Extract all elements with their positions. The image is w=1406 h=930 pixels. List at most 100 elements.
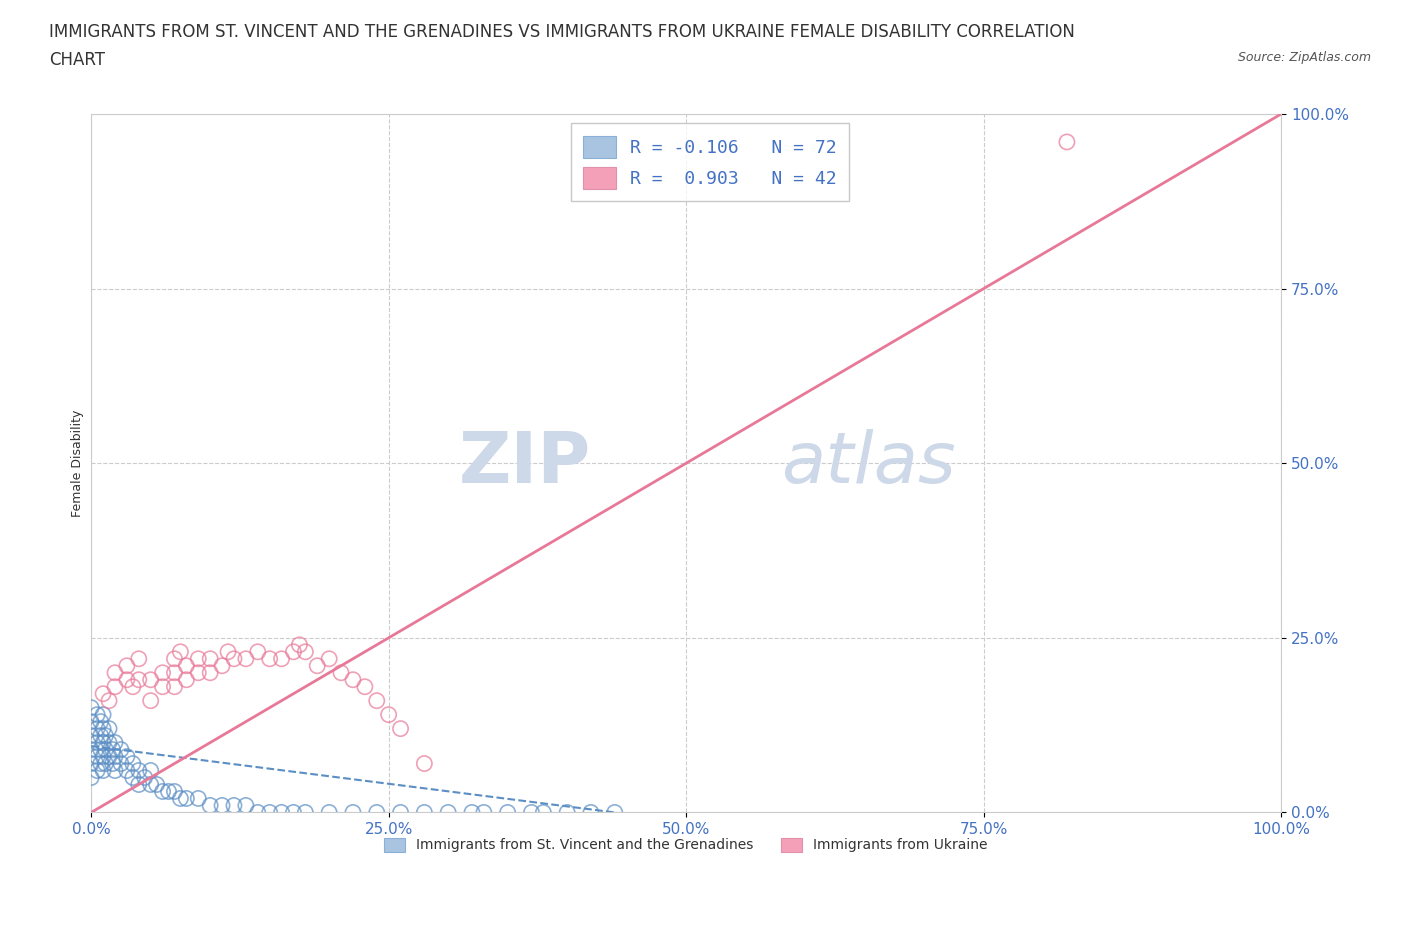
Point xyxy=(152,784,174,799)
Point xyxy=(354,679,377,694)
Point xyxy=(235,651,257,666)
Point xyxy=(283,644,305,659)
Point xyxy=(270,651,292,666)
Y-axis label: Female Disability: Female Disability xyxy=(72,409,84,517)
Point xyxy=(91,735,114,750)
Point xyxy=(211,798,233,813)
Point xyxy=(86,764,108,778)
Point xyxy=(145,777,167,792)
Text: atlas: atlas xyxy=(782,429,956,498)
Point xyxy=(163,679,186,694)
Point xyxy=(152,679,174,694)
Point xyxy=(80,742,103,757)
Point xyxy=(389,721,412,736)
Point xyxy=(91,764,114,778)
Point xyxy=(579,805,602,820)
Point xyxy=(94,756,117,771)
Point xyxy=(176,791,198,806)
Point xyxy=(246,644,269,659)
Point xyxy=(134,770,156,785)
Point xyxy=(169,791,191,806)
Point xyxy=(91,721,114,736)
Point xyxy=(104,679,127,694)
Point xyxy=(110,742,132,757)
Point xyxy=(90,728,112,743)
Point xyxy=(176,672,198,687)
Point xyxy=(555,805,578,820)
Point xyxy=(94,742,117,757)
Point xyxy=(259,651,281,666)
Point xyxy=(121,679,143,694)
Point xyxy=(413,756,436,771)
Point xyxy=(246,805,269,820)
Point xyxy=(90,714,112,729)
Point xyxy=(90,756,112,771)
Point xyxy=(217,644,239,659)
Point xyxy=(80,714,103,729)
Point xyxy=(121,770,143,785)
Point xyxy=(461,805,484,820)
Point xyxy=(80,770,103,785)
Point xyxy=(104,750,127,764)
Legend: Immigrants from St. Vincent and the Grenadines, Immigrants from Ukraine: Immigrants from St. Vincent and the Gren… xyxy=(378,832,994,857)
Point xyxy=(98,721,121,736)
Point xyxy=(139,672,162,687)
Point xyxy=(413,805,436,820)
Point xyxy=(98,693,121,708)
Point xyxy=(520,805,543,820)
Point xyxy=(259,805,281,820)
Point xyxy=(104,665,127,680)
Point xyxy=(115,750,138,764)
Point xyxy=(86,721,108,736)
Point xyxy=(342,672,364,687)
Point xyxy=(603,805,626,820)
Point xyxy=(157,784,180,799)
Point xyxy=(437,805,460,820)
Point xyxy=(80,700,103,715)
Point xyxy=(176,658,198,673)
Point xyxy=(294,805,316,820)
Point xyxy=(294,644,316,659)
Point xyxy=(187,651,209,666)
Point xyxy=(128,672,150,687)
Point xyxy=(110,756,132,771)
Point xyxy=(389,805,412,820)
Text: Source: ZipAtlas.com: Source: ZipAtlas.com xyxy=(1237,51,1371,64)
Point xyxy=(128,651,150,666)
Point xyxy=(1056,135,1078,150)
Point xyxy=(330,665,353,680)
Point xyxy=(187,791,209,806)
Point xyxy=(198,651,221,666)
Point xyxy=(139,693,162,708)
Point xyxy=(270,805,292,820)
Point xyxy=(163,665,186,680)
Point xyxy=(128,777,150,792)
Point xyxy=(101,742,124,757)
Point xyxy=(104,764,127,778)
Text: ZIP: ZIP xyxy=(458,429,591,498)
Point xyxy=(101,756,124,771)
Point xyxy=(86,707,108,722)
Point xyxy=(531,805,554,820)
Point xyxy=(366,805,388,820)
Point xyxy=(86,750,108,764)
Point xyxy=(318,651,340,666)
Point xyxy=(104,735,127,750)
Point xyxy=(198,798,221,813)
Point xyxy=(318,805,340,820)
Point xyxy=(222,798,245,813)
Point xyxy=(86,735,108,750)
Point xyxy=(91,686,114,701)
Point xyxy=(152,665,174,680)
Point xyxy=(91,707,114,722)
Point xyxy=(472,805,495,820)
Point xyxy=(377,707,399,722)
Text: CHART: CHART xyxy=(49,51,105,69)
Point xyxy=(496,805,519,820)
Point xyxy=(80,728,103,743)
Point xyxy=(115,764,138,778)
Point xyxy=(169,644,191,659)
Point xyxy=(288,637,311,652)
Point xyxy=(283,805,305,820)
Text: IMMIGRANTS FROM ST. VINCENT AND THE GRENADINES VS IMMIGRANTS FROM UKRAINE FEMALE: IMMIGRANTS FROM ST. VINCENT AND THE GREN… xyxy=(49,23,1076,41)
